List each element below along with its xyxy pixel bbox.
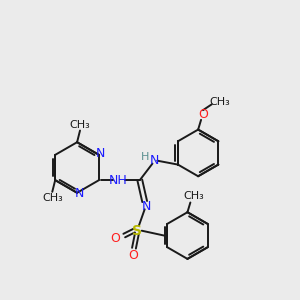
Text: CH₃: CH₃: [183, 191, 204, 201]
Text: N: N: [74, 187, 84, 200]
Text: CH₃: CH₃: [209, 98, 230, 107]
Text: O: O: [128, 250, 138, 262]
Text: H: H: [140, 152, 149, 162]
Text: CH₃: CH₃: [42, 193, 63, 202]
Text: O: O: [198, 107, 208, 121]
Text: CH₃: CH₃: [70, 120, 90, 130]
Text: NH: NH: [109, 174, 128, 187]
Text: N: N: [150, 154, 159, 167]
Text: O: O: [111, 232, 120, 245]
Text: S: S: [132, 224, 142, 238]
Text: N: N: [96, 147, 106, 161]
Text: N: N: [142, 200, 151, 213]
